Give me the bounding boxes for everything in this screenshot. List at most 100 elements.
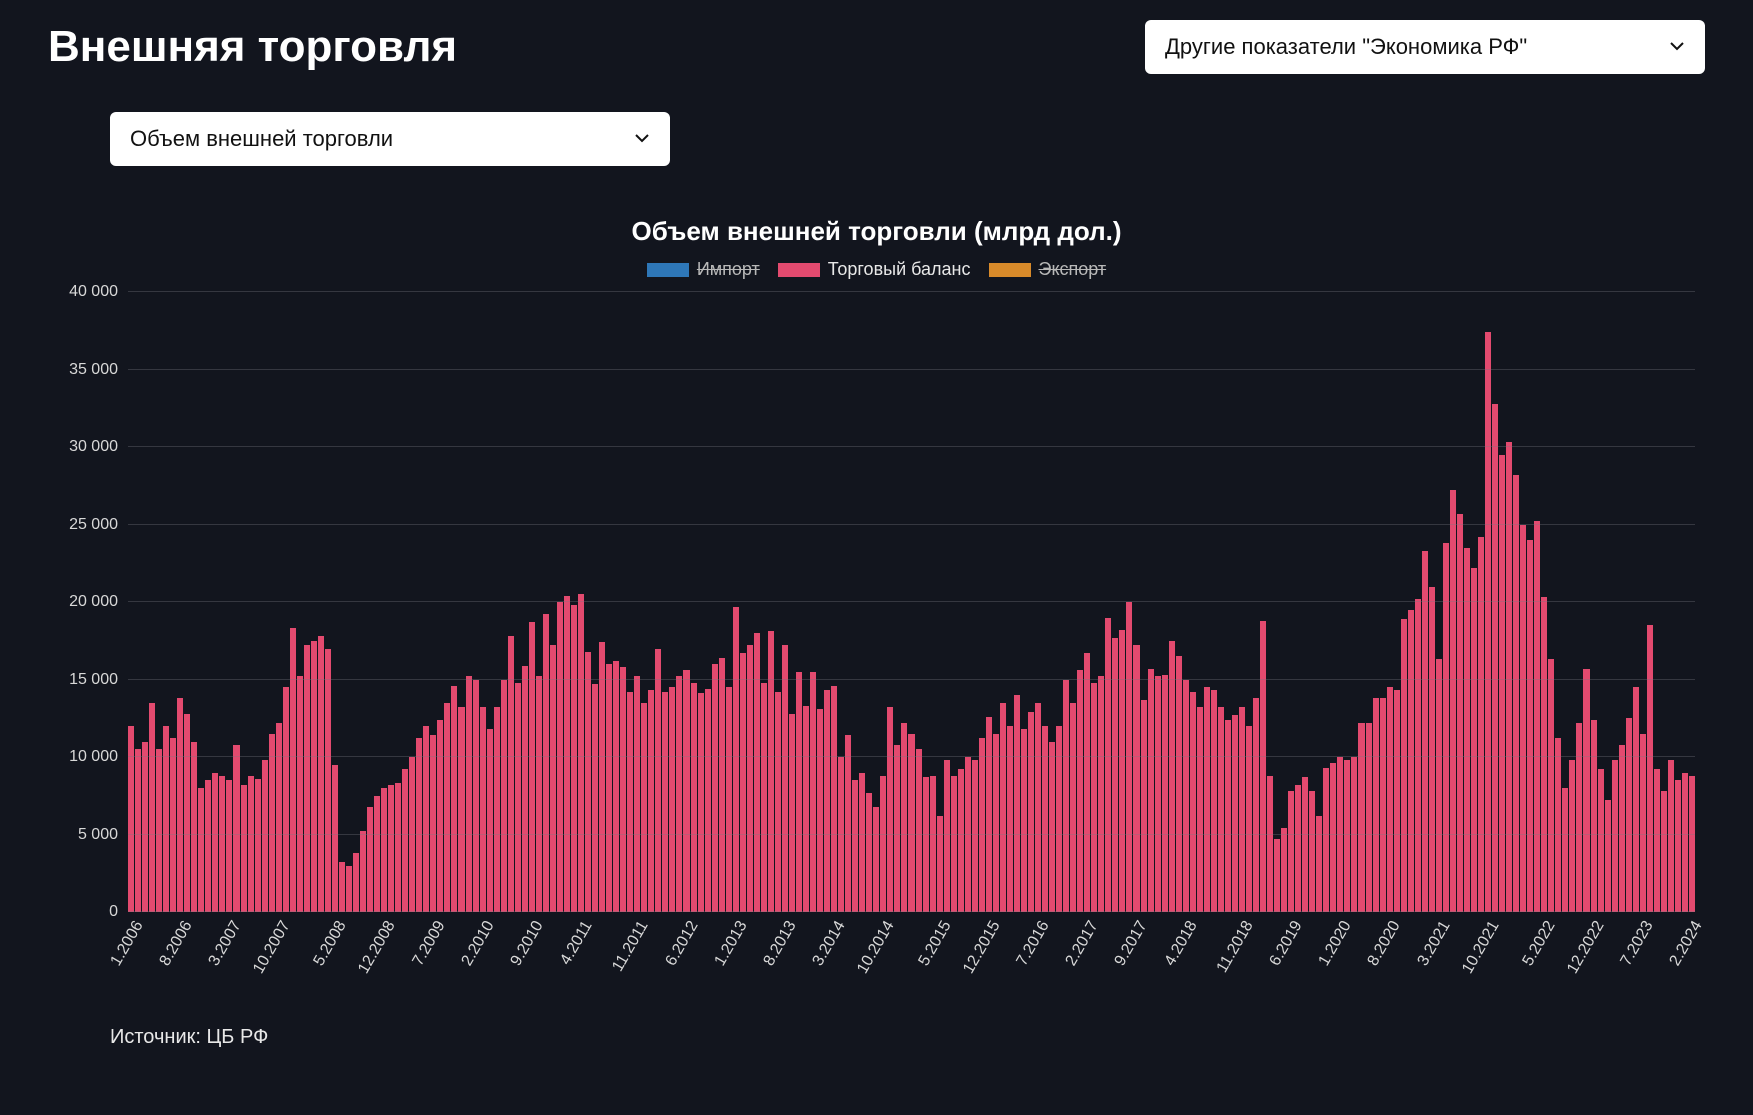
- bar: [1133, 645, 1139, 912]
- x-tick-label: 8.2006: [156, 918, 196, 969]
- bar: [965, 757, 971, 912]
- bar: [437, 720, 443, 912]
- x-tick-label: 6.2012: [662, 918, 702, 969]
- indicators-dropdown[interactable]: Другие показатели "Экономика РФ": [1145, 20, 1705, 74]
- bar: [1506, 442, 1512, 912]
- bar: [1169, 641, 1175, 912]
- bar: [1077, 670, 1083, 912]
- bar: [1288, 791, 1294, 912]
- y-axis: 05 00010 00015 00020 00025 00030 00035 0…: [48, 292, 124, 912]
- bar: [170, 738, 176, 912]
- bar: [1028, 712, 1034, 912]
- bar: [1422, 551, 1428, 912]
- bar: [719, 658, 725, 912]
- bar: [1084, 653, 1090, 912]
- bar: [571, 605, 577, 912]
- x-tick-label: 7.2023: [1618, 918, 1658, 969]
- legend-item-import[interactable]: Импорт: [647, 259, 760, 280]
- legend-label: Торговый баланс: [828, 259, 971, 280]
- bar: [1654, 769, 1660, 912]
- x-tick-label: 3.2007: [205, 918, 245, 969]
- legend-swatch: [647, 263, 689, 277]
- bar: [473, 680, 479, 913]
- x-tick-label: 9.2010: [508, 918, 548, 969]
- bar: [1591, 720, 1597, 912]
- bar: [1436, 659, 1442, 912]
- bar: [634, 676, 640, 912]
- chevron-down-icon: [634, 126, 650, 152]
- bar: [923, 777, 929, 912]
- bar: [838, 757, 844, 912]
- y-tick-label: 0: [109, 903, 118, 921]
- legend-item-export[interactable]: Экспорт: [989, 259, 1107, 280]
- bar: [1302, 777, 1308, 912]
- bar: [1105, 618, 1111, 913]
- bar: [817, 709, 823, 912]
- bar: [1183, 680, 1189, 913]
- gridline: [128, 524, 1695, 525]
- bar: [353, 853, 359, 912]
- bar: [1471, 568, 1477, 912]
- y-tick-label: 40 000: [69, 283, 118, 301]
- bar: [233, 745, 239, 912]
- bar: [669, 687, 675, 912]
- x-tick-label: 1.2006: [107, 918, 147, 969]
- bar: [937, 816, 943, 912]
- bar: [1239, 707, 1245, 912]
- legend-label: Экспорт: [1039, 259, 1107, 280]
- bar: [1162, 675, 1168, 912]
- bar: [149, 703, 155, 912]
- bar: [1126, 602, 1132, 912]
- x-tick-label: 7.2009: [409, 918, 449, 969]
- bar: [993, 734, 999, 912]
- bar: [1155, 676, 1161, 912]
- bar: [515, 683, 521, 912]
- bar: [423, 726, 429, 912]
- bar: [1541, 597, 1547, 912]
- bar: [761, 683, 767, 912]
- bar: [522, 666, 528, 912]
- bar: [810, 672, 816, 912]
- bar: [177, 698, 183, 912]
- x-tick-label: 4.2018: [1161, 918, 1201, 969]
- bar: [1387, 687, 1393, 912]
- bar: [1534, 521, 1540, 912]
- x-tick-label: 12.2022: [1564, 918, 1609, 977]
- bar: [824, 690, 830, 912]
- bar: [951, 776, 957, 912]
- x-axis: 1.20068.20063.200710.20075.200812.20087.…: [128, 912, 1695, 1022]
- bar: [444, 703, 450, 912]
- bar: [219, 776, 225, 912]
- bar: [1492, 404, 1498, 912]
- bar: [662, 692, 668, 912]
- bar: [1351, 757, 1357, 912]
- bar: [789, 714, 795, 912]
- bar: [1513, 475, 1519, 912]
- legend-item-balance[interactable]: Торговый баланс: [778, 259, 971, 280]
- bar: [1450, 490, 1456, 912]
- bar: [346, 866, 352, 913]
- x-tick-label: 10.2014: [854, 918, 899, 977]
- bar: [1211, 690, 1217, 912]
- bar: [880, 776, 886, 912]
- bar: [698, 693, 704, 912]
- bar: [142, 742, 148, 913]
- y-tick-label: 30 000: [69, 438, 118, 456]
- bar: [1394, 690, 1400, 912]
- bar: [740, 653, 746, 912]
- bar: [712, 664, 718, 912]
- bar: [1682, 773, 1688, 913]
- bar: [332, 765, 338, 912]
- bar: [958, 769, 964, 912]
- bar: [1569, 760, 1575, 912]
- bar: [550, 645, 556, 912]
- bar: [290, 628, 296, 912]
- gridline: [128, 679, 1695, 680]
- bar: [845, 735, 851, 912]
- bar: [803, 706, 809, 912]
- metric-dropdown[interactable]: Объем внешней торговли: [110, 112, 670, 166]
- bar: [831, 686, 837, 912]
- bar: [1091, 683, 1097, 912]
- bar: [1070, 703, 1076, 912]
- bar: [430, 735, 436, 912]
